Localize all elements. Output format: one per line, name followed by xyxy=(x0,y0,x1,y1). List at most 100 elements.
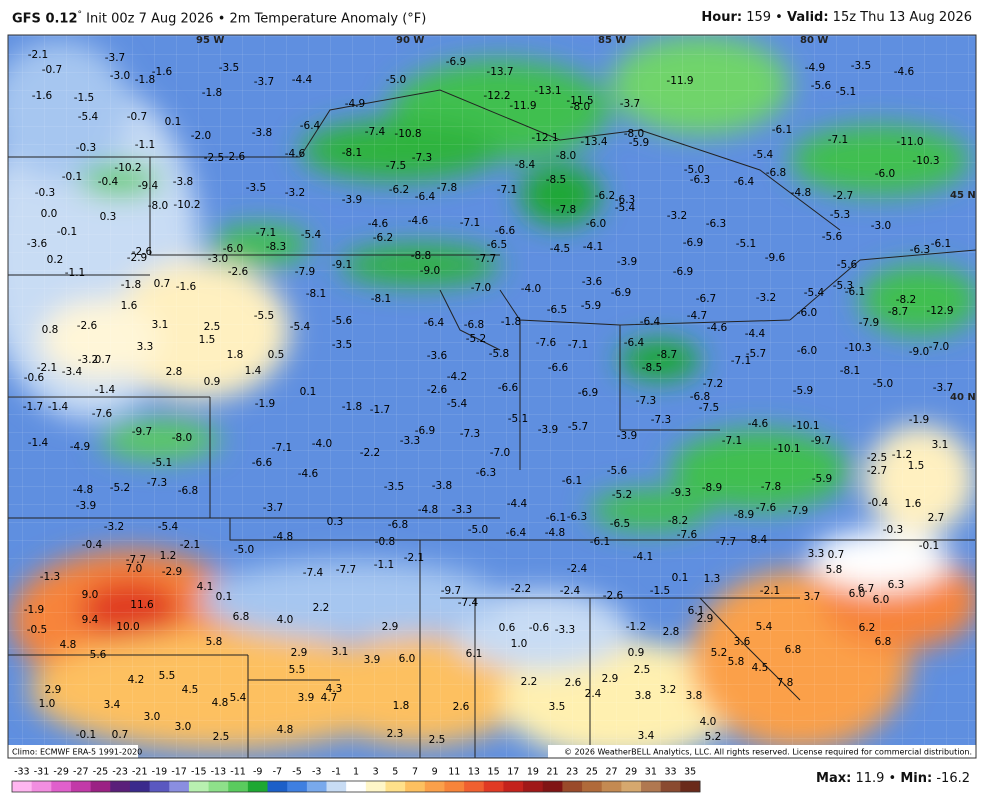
header-left: GFS 0.12° Init 00z 7 Aug 2026 • 2m Tempe… xyxy=(12,10,426,26)
anomaly-label: -4.1 xyxy=(583,241,604,253)
anomaly-label: -13.1 xyxy=(534,85,561,97)
anomaly-label: -6.4 xyxy=(506,527,527,539)
anomaly-label: -3.2 xyxy=(756,292,777,304)
anomaly-label: -8.1 xyxy=(342,147,363,159)
anomaly-label: 0.8 xyxy=(42,324,59,336)
map-frame xyxy=(7,34,977,759)
colorbar-swatch xyxy=(680,781,701,792)
anomaly-label: 1.8 xyxy=(227,349,244,361)
anomaly-label: -7.6 xyxy=(756,502,777,514)
anomaly-label: 3.3 xyxy=(808,548,825,560)
anomaly-label: 2.2 xyxy=(313,602,330,614)
anomaly-label: -7.5 xyxy=(386,160,407,172)
anomaly-label: 3.0 xyxy=(175,721,192,733)
colorbar-tick-label: 27 xyxy=(605,767,617,778)
anomaly-label: -6.9 xyxy=(446,56,467,68)
anomaly-label: -5.6 xyxy=(332,315,353,327)
anomaly-label: 6.7 xyxy=(858,583,875,595)
anomaly-label: -3.8 xyxy=(432,480,453,492)
anomaly-label: -4.6 xyxy=(368,218,389,230)
anomaly-label: 9.4 xyxy=(82,614,99,626)
anomaly-label: 2.8 xyxy=(663,626,680,638)
colorbar-swatch xyxy=(70,781,92,792)
anomaly-label: -3.2 xyxy=(667,210,688,222)
anomaly-label: -6.3 xyxy=(910,244,931,256)
anomaly-label: -0.3 xyxy=(35,187,56,199)
anomaly-label: 3.9 xyxy=(298,692,315,704)
anomaly-label: -1.1 xyxy=(374,559,395,571)
colorbar-tick-label: -7 xyxy=(273,767,282,778)
max-min: Max: 11.9 • Min: -16.2 xyxy=(816,771,970,786)
anomaly-label: -5.1 xyxy=(508,413,529,425)
anomaly-label: -3.7 xyxy=(254,76,275,88)
anomaly-label: -4.9 xyxy=(345,98,366,110)
anomaly-label: -8.0 xyxy=(624,128,645,140)
anomaly-label: -8.7 xyxy=(888,306,909,318)
anomaly-label: -7.3 xyxy=(636,395,657,407)
anomaly-label: -6.0 xyxy=(875,168,896,180)
anomaly-label: -4.6 xyxy=(707,322,728,334)
anomaly-label: 2.6 xyxy=(453,701,470,713)
anomaly-label: -3.0 xyxy=(110,70,131,82)
anomaly-label: 2.9 xyxy=(382,621,399,633)
colorbar-swatch xyxy=(90,781,111,792)
anomaly-label: -2.4 xyxy=(567,563,588,575)
anomaly-label: 1.0 xyxy=(39,698,56,710)
colorbar-tick-label: -27 xyxy=(73,767,89,778)
anomaly-label: 0.1 xyxy=(300,386,317,398)
anomaly-label: 0.5 xyxy=(268,349,285,361)
anomaly-label: 3.1 xyxy=(932,439,949,451)
anomaly-label: -11.9 xyxy=(509,100,536,112)
anomaly-label: -6.5 xyxy=(610,518,631,530)
anomaly-label: 1.3 xyxy=(704,573,721,585)
anomaly-label: -5.0 xyxy=(386,74,407,86)
anomaly-label: -3.7 xyxy=(263,502,284,514)
anomaly-label: -4.4 xyxy=(292,74,313,86)
anomaly-label: 2.5 xyxy=(204,321,221,333)
geo-label: 85 W xyxy=(598,35,626,46)
anomaly-label: 4.8 xyxy=(277,724,294,736)
anomaly-label: -3.9 xyxy=(342,194,363,206)
anomaly-label: 6.0 xyxy=(849,588,866,600)
anomaly-label: -7.0 xyxy=(490,447,511,459)
colorbar-tick-label: -33 xyxy=(14,767,30,778)
anomaly-label: -3.7 xyxy=(105,52,126,64)
colorbar-tick-label: 33 xyxy=(664,767,676,778)
anomaly-label: 3.1 xyxy=(152,319,169,331)
anomaly-label: -5.3 xyxy=(830,209,851,221)
anomaly-label: 1.6 xyxy=(905,498,922,510)
anomaly-label: 5.6 xyxy=(90,649,107,661)
anomaly-label: 6.0 xyxy=(399,653,416,665)
anomaly-label: -3.6 xyxy=(27,238,48,250)
anomaly-label: 3.7 xyxy=(804,591,821,603)
anomaly-label: 3.4 xyxy=(638,730,655,742)
anomaly-label: 2.2 xyxy=(521,676,538,688)
colorbar-swatch xyxy=(12,781,33,792)
anomaly-label: -4.6 xyxy=(408,215,429,227)
colorbar-swatch xyxy=(228,781,249,792)
anomaly-label: -13.7 xyxy=(486,66,513,78)
anomaly-label: 3.3 xyxy=(137,341,154,353)
anomaly-label: 6.8 xyxy=(785,644,802,656)
anomaly-label: -7.1 xyxy=(722,435,743,447)
colorbar-swatch xyxy=(601,781,622,792)
anomaly-label: -7.7 xyxy=(126,554,147,566)
anomaly-label: -0.1 xyxy=(919,540,940,552)
anomaly-label: 1.5 xyxy=(199,334,216,346)
anomaly-label: -3.9 xyxy=(617,256,638,268)
anomaly-label: -4.0 xyxy=(312,438,333,450)
anomaly-label: 4.3 xyxy=(326,683,343,695)
colorbar-swatch xyxy=(365,781,386,792)
anomaly-label: -6.7 xyxy=(696,293,717,305)
colorbar-tick-label: 5 xyxy=(392,767,398,778)
colorbar-swatch xyxy=(110,781,131,792)
anomaly-label: -9.0 xyxy=(909,346,930,358)
anomaly-label: 9.0 xyxy=(82,589,99,601)
anomaly-label: -3.7 xyxy=(620,98,641,110)
anomaly-label: 4.8 xyxy=(60,639,77,651)
anomaly-label: -3.3 xyxy=(452,504,473,516)
anomaly-label: -6.0 xyxy=(797,345,818,357)
anomaly-label: -7.1 xyxy=(272,442,293,454)
anomaly-label: -5.7 xyxy=(746,348,767,360)
anomaly-label: -5.9 xyxy=(812,473,833,485)
